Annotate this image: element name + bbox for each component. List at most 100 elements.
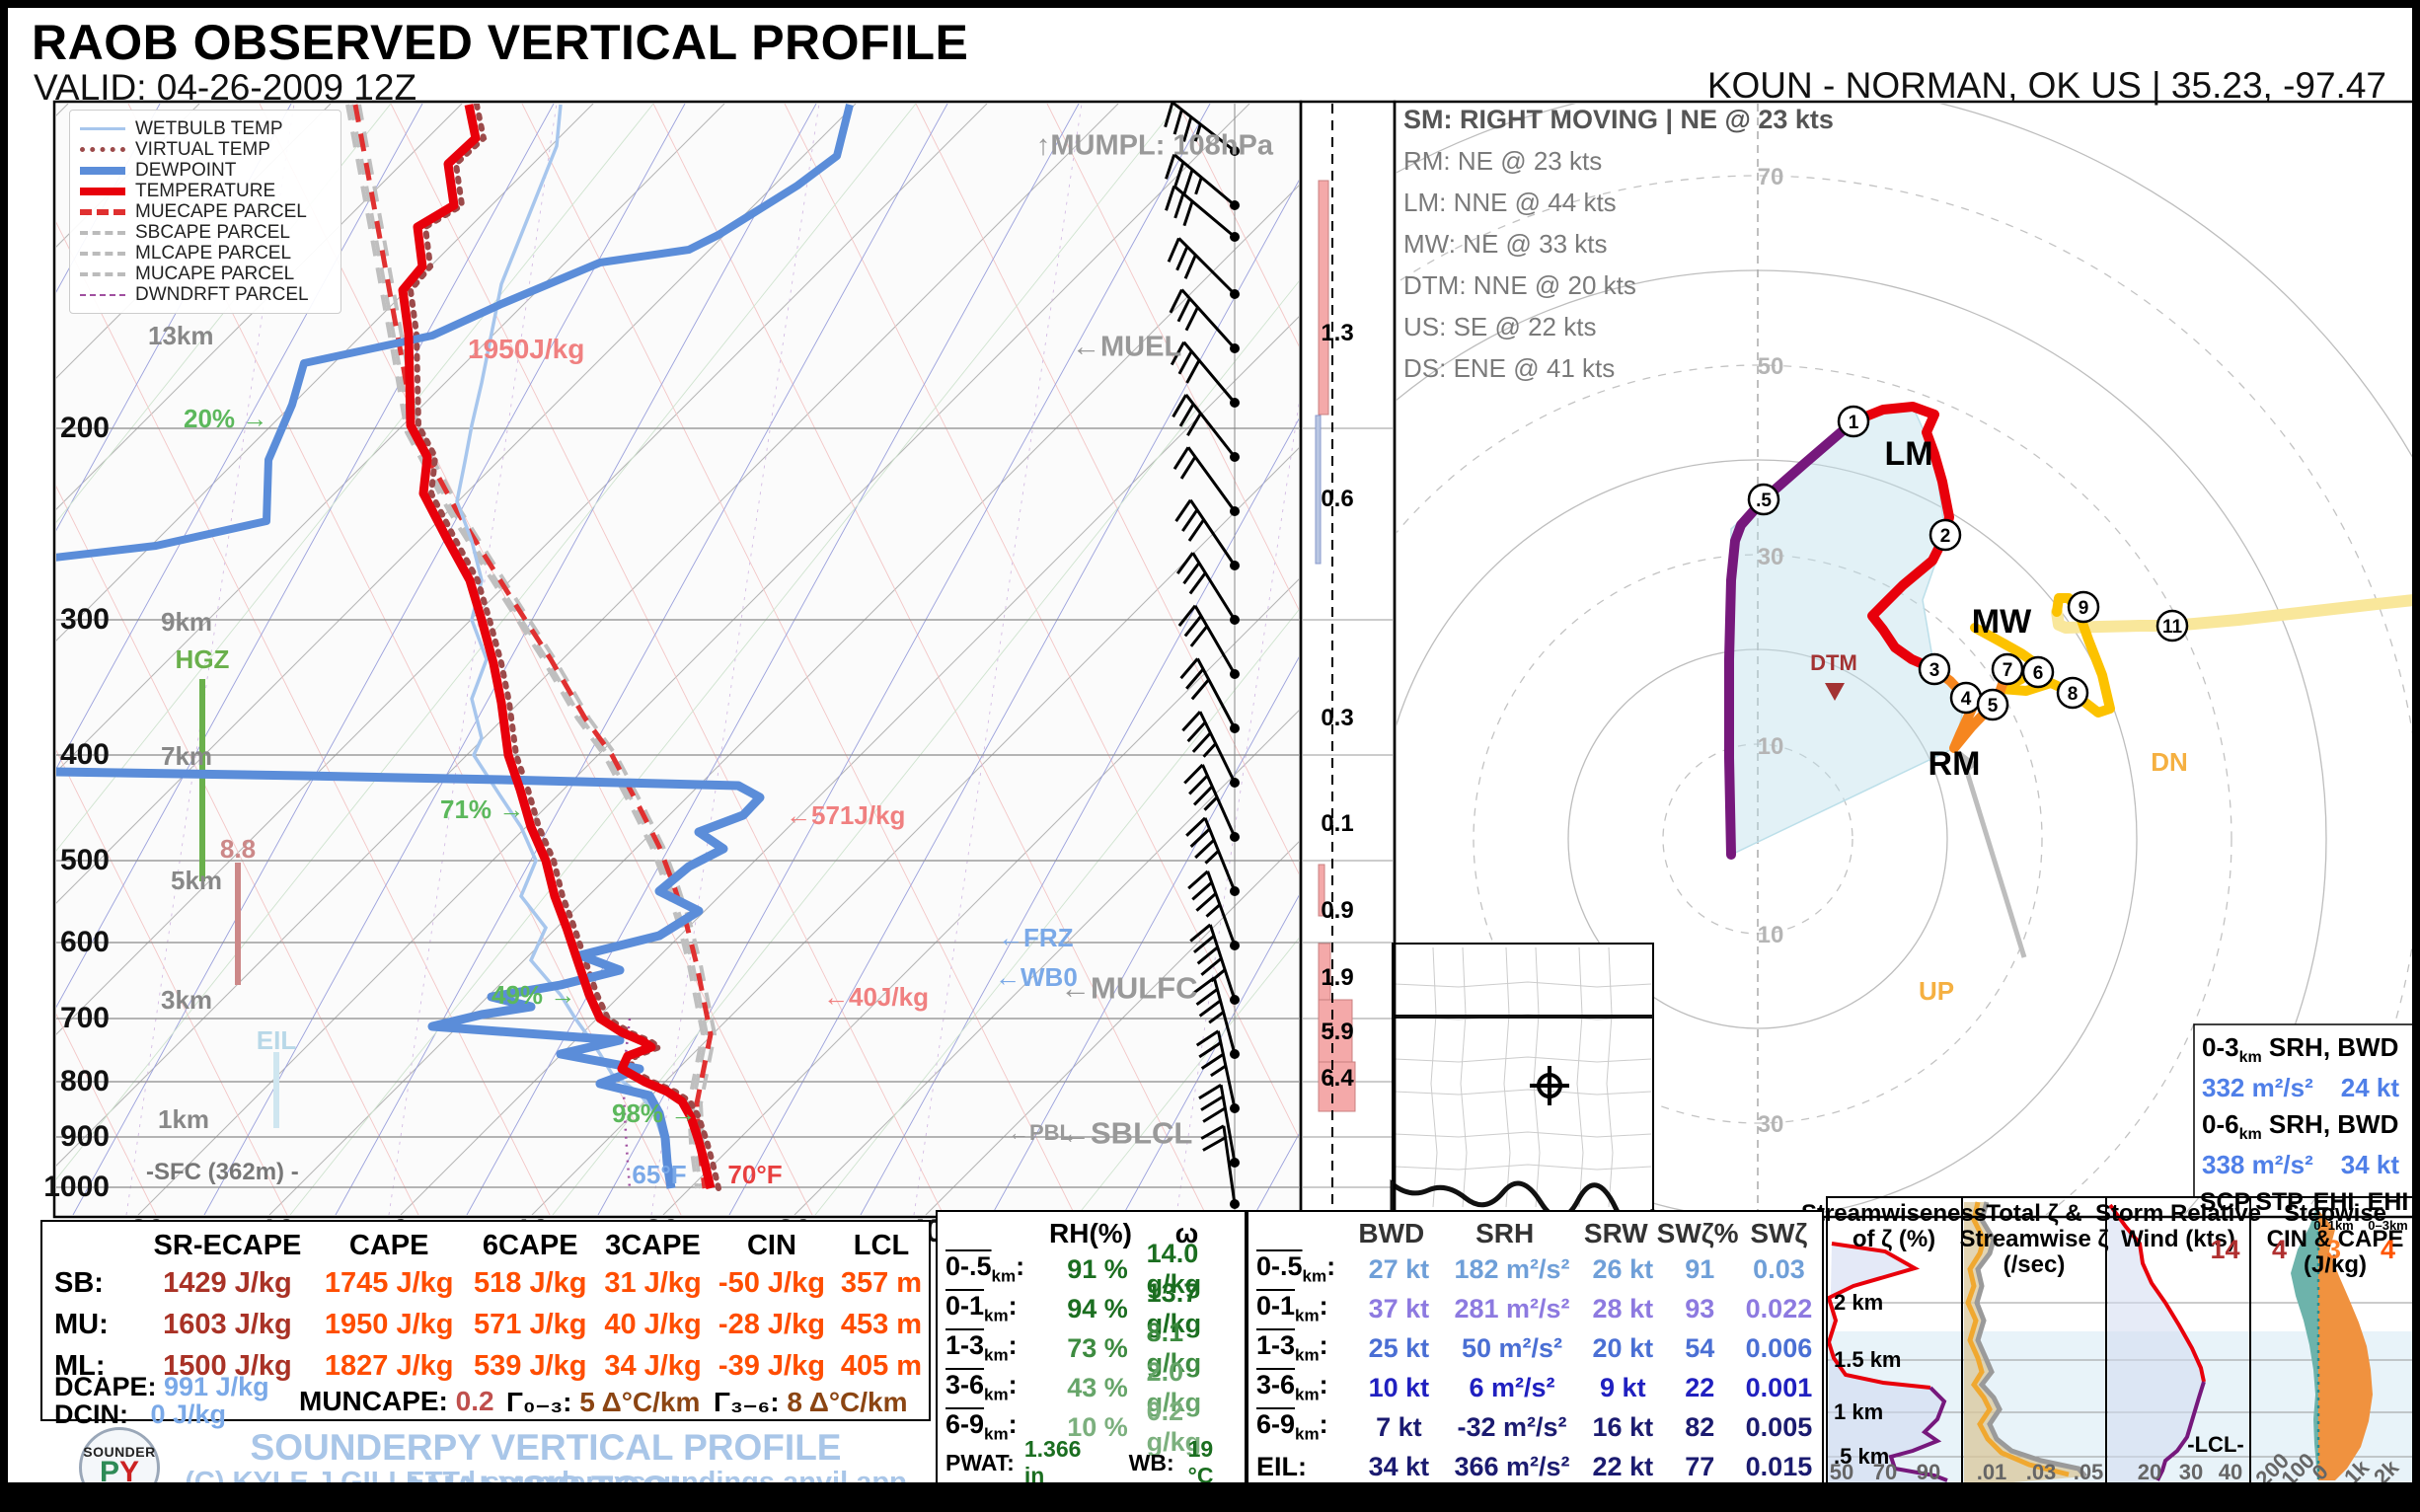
skewt-annotation: 1km: [158, 1104, 210, 1134]
thermo-indices-table: SR-ECAPE CAPE 6CAPE 3CAPE CIN LCL SB: 1429 J/kg…: [40, 1220, 931, 1429]
kin-row: 6-9km: 7 kt -32 m²/s² 16 kt 82 0.005: [1248, 1407, 1822, 1447]
kin-value: 82: [1685, 1411, 1715, 1442]
thermo-value: 357 m: [840, 1266, 923, 1299]
mini-panel-tick: .05: [2073, 1460, 2104, 1484]
kin-header: SRW: [1583, 1218, 1648, 1248]
legend-label: DWNDRFT PARCEL: [135, 283, 309, 305]
thermo-value: 31 J/kg: [604, 1266, 702, 1299]
kin-row-label: 0-.5km:: [1256, 1251, 1336, 1286]
logo-text-py: PY: [99, 1456, 140, 1488]
thermo-header: 6CAPE: [482, 1230, 578, 1261]
kin-value: 366 m²/s²: [1454, 1451, 1570, 1481]
w-value: 2.0 g/kg: [1146, 1357, 1202, 1417]
skewt-annotation: 98% →: [612, 1098, 697, 1128]
rh-value: 10 %: [1067, 1411, 1128, 1442]
skewt-annotation: 3km: [161, 985, 213, 1015]
strip-value-label: 1.3: [1321, 320, 1354, 346]
legend-swatch-dwndrft: [80, 293, 125, 296]
thermo-value: 34 J/kg: [604, 1349, 702, 1382]
skewt-annotation: ↑MUMPL: 108hPa: [1035, 129, 1273, 162]
info-composite-headers: SCP STP EHI 0–1km EHI 0–3km: [2199, 1188, 2409, 1234]
thermo-value: 518 J/kg: [474, 1266, 587, 1299]
hodograph-ring-label: 30: [1757, 1111, 1784, 1138]
mini-panel-title: (J/kg): [2303, 1251, 2368, 1278]
kin-value: 22: [1685, 1372, 1715, 1402]
legend-swatch-temperature: [80, 187, 125, 195]
info-srh3-header: 0-3km SRH, BWD: [2202, 1032, 2399, 1067]
gamma36-row: Γ₃₋₆: 8 Δ°C/km: [714, 1387, 908, 1417]
kin-value: 0.015: [1745, 1451, 1813, 1481]
mini-panel-title: Stepwise: [2283, 1200, 2387, 1227]
skewt-annotation: 7km: [161, 741, 213, 771]
thermo-value: -50 J/kg: [718, 1266, 825, 1299]
rh-value: 73 %: [1067, 1332, 1128, 1363]
storm-motion-title: SM: RIGHT MOVING | NE @ 23 kts: [1403, 105, 1834, 134]
kin-value: 6 m²/s²: [1469, 1372, 1555, 1402]
thermo-value: 539 J/kg: [474, 1349, 587, 1382]
storm-motion-line: US: SE @ 22 kts: [1403, 312, 1597, 341]
kin-row: 0-1km: 37 kt 281 m²/s² 28 kt 93 0.022: [1248, 1289, 1822, 1328]
legend-item-virtual: VIRTUAL TEMP: [80, 139, 331, 160]
mini-panel-tick: .03: [2025, 1460, 2057, 1484]
svg-text:7: 7: [2003, 660, 2013, 681]
legend-item-sbcape: SBCAPE PARCEL: [80, 222, 331, 243]
bottom-bar: [8, 1482, 2412, 1504]
mini-height-label: 1.5 km: [1834, 1347, 1902, 1372]
kin-value: 26 kt: [1592, 1253, 1654, 1284]
strip-value-label: 0.1: [1321, 810, 1354, 837]
mini-panel-title: Streamwiseness: [1800, 1200, 1988, 1227]
mini-panel-title: Storm Relative: [2094, 1200, 2262, 1227]
legend-label: MUECAPE PARCEL: [135, 200, 307, 222]
kin-header: SWζ: [1750, 1218, 1808, 1248]
hodograph-point-label: DTM: [1810, 650, 1857, 675]
kinematics-table: BWD SRH SRW SWζ% SWζ 0-.5km: 27 kt 182 m²/s² 26…: [1247, 1210, 1824, 1493]
hodograph-ring-label: 30: [1757, 544, 1784, 570]
legend-label: WETBULB TEMP: [135, 117, 283, 139]
kin-value: 27 kt: [1368, 1253, 1430, 1284]
inset-map: [1390, 943, 1656, 1232]
kin-value: 16 kt: [1592, 1411, 1654, 1442]
hodograph-point-label: LM: [1884, 435, 1933, 473]
mini-height-label: 1 km: [1834, 1399, 1884, 1424]
hodograph-point-label: UP: [1918, 976, 1955, 1006]
skewt-annotation: ←WB0: [995, 962, 1078, 992]
dcape-row: DCAPE: 991 J/kg: [54, 1372, 269, 1401]
skewt-annotation: ←40J/kg: [823, 982, 929, 1012]
thermo-value: -39 J/kg: [718, 1349, 825, 1382]
mini-lcl-label: -LCL-: [2187, 1432, 2244, 1457]
storm-motion-line: DTM: NNE @ 20 kts: [1403, 270, 1636, 300]
info-srh6-values: 338 m²/s² 34 kt: [2202, 1150, 2399, 1180]
svg-text:9: 9: [2079, 598, 2089, 619]
thermo-row-label: MU:: [54, 1308, 109, 1340]
legend-swatch-wetbulb: [80, 127, 125, 130]
rh-row-label: 0-.5km:: [945, 1251, 1025, 1286]
info-composite-values: 14 4 3 4: [2210, 1235, 2396, 1265]
thermo-row: ML: 1500 J/kg 1827 J/kg 539 J/kg 34 J/kg -39 …: [42, 1345, 929, 1387]
skewt-legend: WETBULB TEMP VIRTUAL TEMP DEWPOINT TEMPERAT…: [69, 110, 341, 314]
thermo-value: 1603 J/kg: [163, 1308, 292, 1340]
strip-value-label: 1.9: [1321, 964, 1354, 991]
skewt-annotation: 9km: [161, 607, 213, 637]
kin-row-label: EIL:: [1256, 1451, 1307, 1481]
hodograph-ring-label: 70: [1757, 164, 1784, 190]
kin-row: 0-.5km: 27 kt 182 m²/s² 26 kt 91 0.03: [1248, 1249, 1822, 1289]
kin-header: SRH: [1475, 1218, 1535, 1248]
skewt-annotation: 13km: [148, 321, 214, 350]
kin-value: 7 kt: [1376, 1411, 1422, 1442]
legend-swatch-mucape: [80, 271, 125, 276]
skewt-annotation: 65°F: [632, 1160, 687, 1189]
dcin-row: DCIN: 0 J/kg: [54, 1399, 227, 1429]
skewt-annotation: 8.8: [219, 834, 257, 864]
legend-swatch-mlcape: [80, 251, 125, 256]
wind-barbs: [1164, 101, 1240, 1209]
gamma03-row: Γ₀₋₃: 5 Δ°C/km: [506, 1387, 701, 1417]
kin-value: 77: [1685, 1451, 1715, 1481]
kin-value: 93: [1685, 1293, 1715, 1323]
pressure-axis-label: 1000: [43, 1171, 110, 1203]
skewt-annotation: 49% →: [492, 980, 576, 1010]
thermo-value: 1500 J/kg: [163, 1349, 292, 1382]
kin-value: 50 m²/s²: [1461, 1332, 1563, 1363]
pressure-axis-label: 600: [59, 926, 110, 958]
kin-value: 281 m²/s²: [1454, 1293, 1570, 1323]
kin-row-label: 1-3km:: [1256, 1330, 1328, 1365]
